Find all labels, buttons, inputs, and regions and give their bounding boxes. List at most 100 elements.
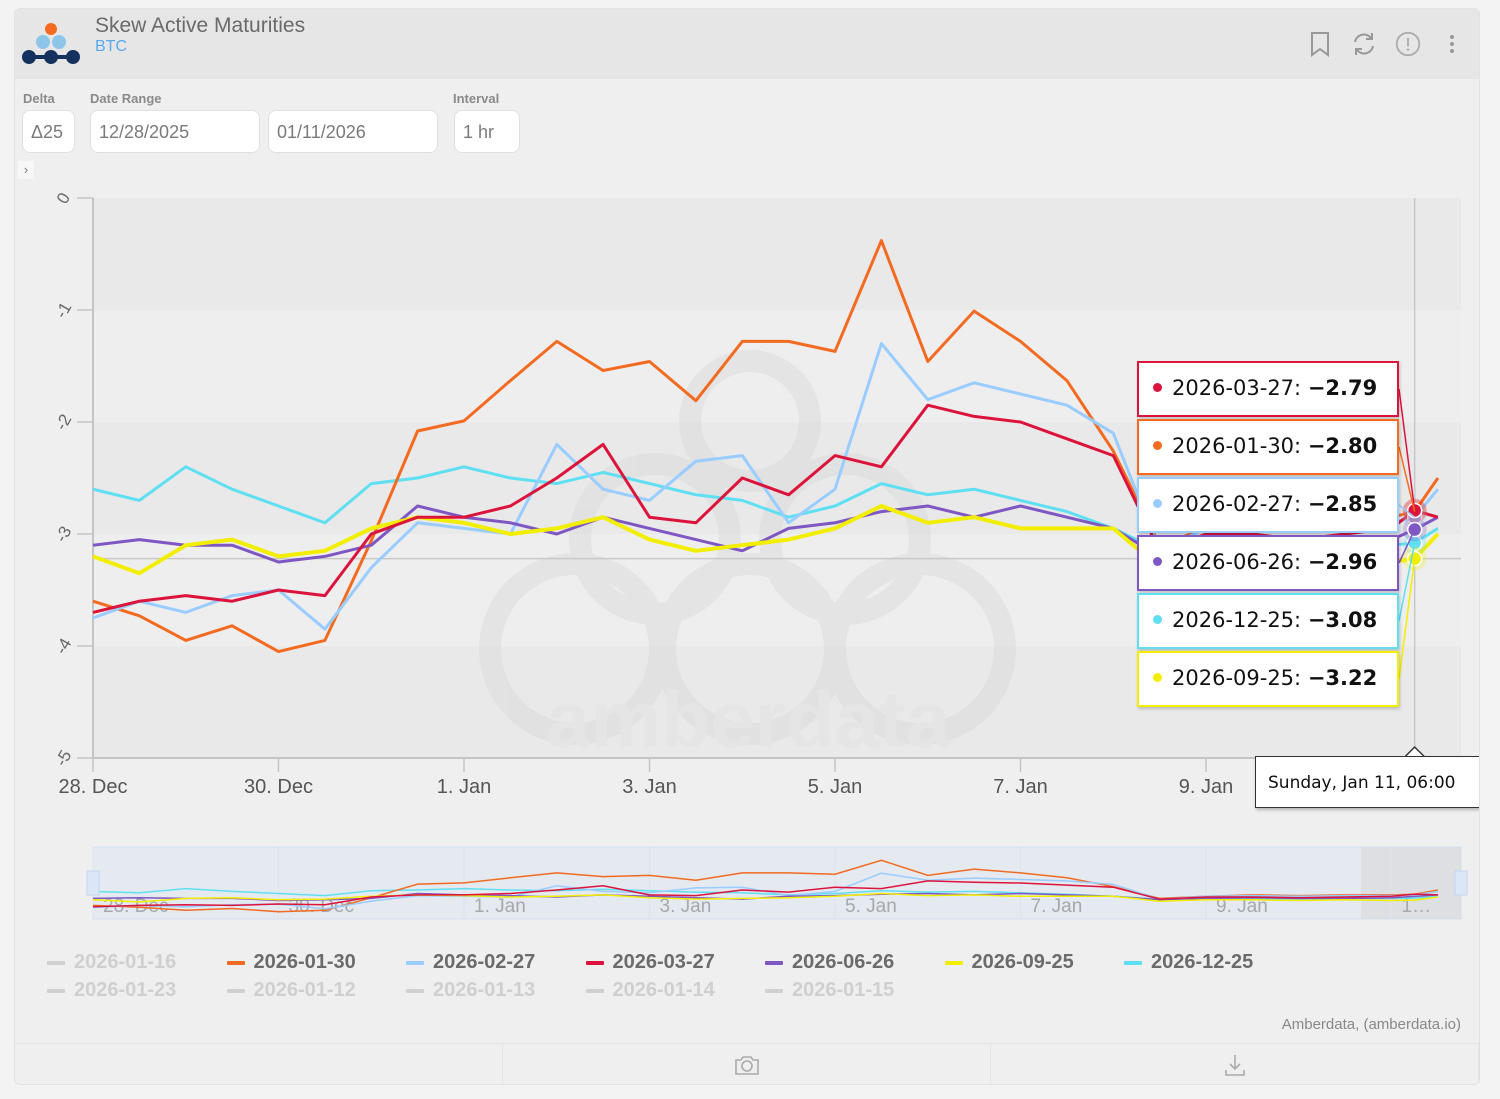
tooltip-row: 2026-03-27: −2.79: [1137, 361, 1399, 417]
series-line-2026-03-27: [92, 403, 1439, 614]
navigator-handle[interactable]: [86, 870, 100, 896]
screenshot-button[interactable]: [503, 1044, 991, 1084]
navigator-tick-label: 9. Jan: [1216, 896, 1268, 917]
legend-label: 2026-02-27: [433, 951, 536, 973]
legend-swatch: [226, 960, 245, 965]
camera-icon: [734, 1056, 759, 1075]
tooltip-series-name: 2026-01-30: [1172, 434, 1295, 458]
navigator-line-2026-09-25: [92, 892, 1438, 903]
delta-select[interactable]: Δ25: [22, 110, 75, 153]
legend-item-2026-12-25[interactable]: 2026-12-25: [1124, 951, 1253, 974]
navigator-handle[interactable]: [1454, 870, 1468, 896]
series-dot: [1153, 382, 1162, 392]
series-dot: [1153, 498, 1162, 508]
tooltip-value: −2.85: [1307, 492, 1378, 516]
legend-swatch: [1124, 960, 1142, 965]
legend-label: 2026-01-13: [433, 979, 536, 1001]
legend-swatch: [585, 988, 604, 993]
legend-item-2026-01-30[interactable]: 2026-01-30: [226, 951, 356, 974]
tooltip-value: −3.08: [1307, 608, 1378, 632]
interval-select[interactable]: 1 hr: [454, 110, 520, 153]
y-tick-label: -1: [51, 299, 75, 322]
legend-swatch: [47, 960, 65, 965]
legend-item-2026-01-15[interactable]: 2026-01-15: [765, 979, 894, 1002]
navigator-tick-label: 30. Dec: [289, 896, 354, 917]
alert-icon[interactable]: [1395, 31, 1421, 57]
legend-swatch: [585, 960, 604, 965]
tooltip-series-name: 2026-02-27: [1172, 492, 1295, 516]
legend-item-2026-01-16[interactable]: 2026-01-16: [47, 951, 176, 974]
toolbar-empty: [15, 1044, 503, 1084]
legend-item-2026-03-27[interactable]: 2026-03-27: [585, 951, 715, 974]
credit-link[interactable]: Amberdata, (amberdata.io): [1281, 1016, 1461, 1033]
tooltip-connector: [1398, 388, 1416, 511]
navigator-tick-label: 1…: [1402, 896, 1432, 917]
tooltip-connector: [1398, 529, 1416, 564]
tooltip-value: −2.80: [1307, 434, 1378, 458]
tooltip-connector: [1398, 542, 1416, 622]
legend-item-2026-01-12[interactable]: 2026-01-12: [226, 979, 356, 1002]
start-date-input[interactable]: 12/28/2025: [90, 110, 260, 153]
legend-swatch: [226, 988, 245, 993]
tooltip-connector: [1398, 446, 1416, 512]
navigator-line-2026-03-27: [92, 880, 1438, 908]
legend-swatch: [406, 988, 424, 993]
navigator-tick-label: 7. Jan: [1031, 896, 1083, 917]
date-tooltip: Sunday, Jan 11, 06:00: [1255, 756, 1479, 808]
bookmark-icon[interactable]: [1307, 31, 1333, 57]
legend-label: 2026-01-30: [253, 951, 356, 973]
legend-item-2026-01-23[interactable]: 2026-01-23: [47, 979, 176, 1002]
series-dot: [1153, 614, 1162, 624]
y-tick-label: -3: [51, 523, 75, 546]
legend-label: 2026-01-15: [792, 979, 895, 1001]
tooltip-value: −2.96: [1307, 550, 1378, 574]
widget-card: Skew Active Maturities BTC Delta Date Ra…: [14, 8, 1480, 1085]
navigator-outside-mask: [1361, 847, 1461, 919]
download-button[interactable]: [991, 1044, 1479, 1084]
download-icon: [1224, 1055, 1245, 1076]
series-dot: [1153, 556, 1162, 566]
more-vertical-icon[interactable]: [1439, 31, 1465, 57]
legend-item-2026-06-26[interactable]: 2026-06-26: [765, 951, 894, 974]
amberdata-logo: [22, 23, 80, 64]
y-tick-label: -4: [51, 635, 75, 658]
legend-item-2026-01-14[interactable]: 2026-01-14: [585, 979, 715, 1002]
watermark-logo: amberdata: [479, 350, 1016, 764]
legend-label: 2026-09-25: [971, 951, 1074, 973]
x-tick-label: 30. Dec: [244, 776, 313, 798]
legend-item-2026-01-13[interactable]: 2026-01-13: [406, 979, 535, 1002]
date-range-label: Date Range: [90, 91, 162, 106]
tooltip-row: 2026-06-26: −2.96: [1137, 535, 1399, 591]
legend-swatch: [406, 960, 424, 965]
legend-label: 2026-06-26: [792, 951, 895, 973]
legend-label: 2026-03-27: [612, 951, 715, 973]
legend-label: 2026-01-23: [74, 979, 177, 1001]
tooltip-value: −3.22: [1307, 666, 1378, 690]
legend-label: 2026-01-14: [612, 979, 715, 1001]
end-date-input[interactable]: 01/11/2026: [268, 110, 438, 153]
widget-header: Skew Active Maturities BTC: [15, 9, 1479, 79]
navigator-tick-label: 3. Jan: [660, 896, 712, 917]
x-tick-label: 7. Jan: [993, 776, 1047, 798]
interval-label: Interval: [453, 91, 500, 106]
y-tick-label: -5: [51, 747, 75, 770]
tooltip-connector: [1398, 504, 1416, 518]
x-tick-label: 28. Dec: [59, 776, 128, 798]
expand-toggle[interactable]: ›: [18, 161, 34, 179]
asset-subtitle: BTC: [95, 38, 127, 55]
tooltip-row: 2026-01-30: −2.80: [1137, 419, 1399, 475]
tooltip-series-name: 2026-12-25: [1172, 608, 1295, 632]
series-dot: [1153, 440, 1162, 450]
legend-label: 2026-01-12: [253, 979, 356, 1001]
x-tick-label: 1. Jan: [437, 776, 491, 798]
refresh-icon[interactable]: [1351, 31, 1377, 57]
legend-item-2026-02-27[interactable]: 2026-02-27: [406, 951, 535, 974]
legend-item-2026-09-25[interactable]: 2026-09-25: [944, 951, 1074, 974]
date-tooltip-pointer: [1404, 745, 1426, 758]
tooltip-series-name: 2026-03-27: [1172, 376, 1295, 400]
delta-label: Delta: [23, 91, 55, 106]
toolbar: [15, 1043, 1479, 1084]
x-tick-label: 5. Jan: [808, 776, 862, 798]
y-tick-label: 0: [53, 189, 74, 207]
tooltip-series-name: 2026-06-26: [1172, 550, 1295, 574]
